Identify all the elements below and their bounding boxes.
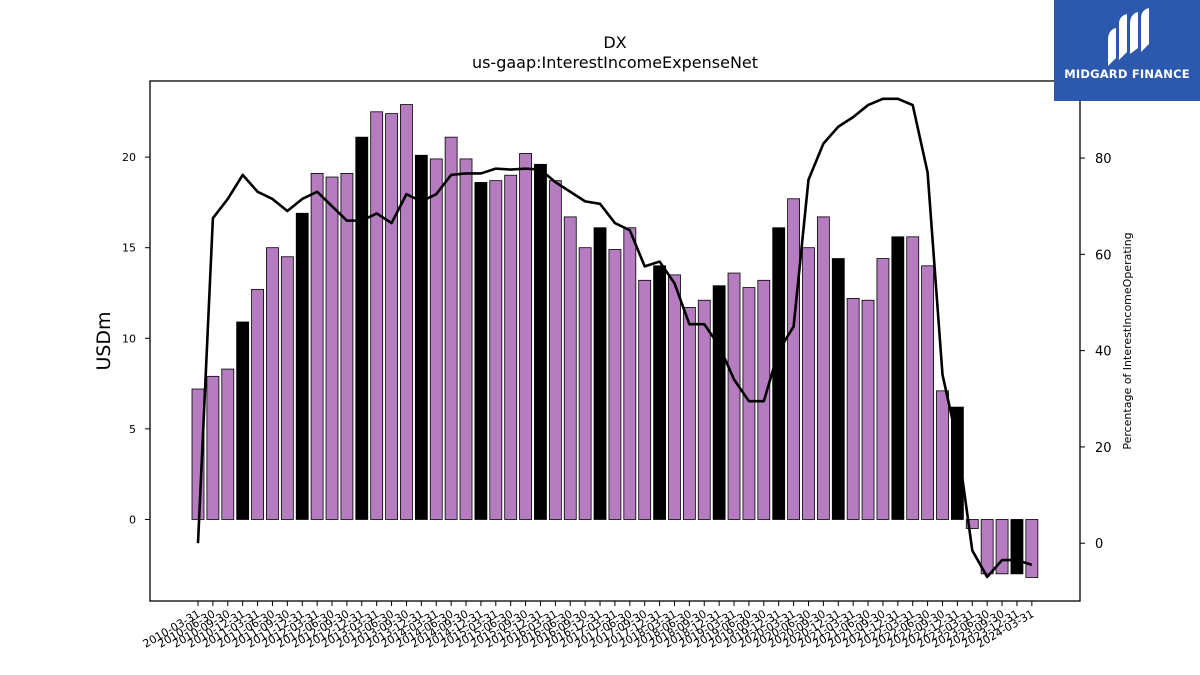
bar-2017-03-31 <box>608 249 622 520</box>
y2-tick-label: 20 <box>1095 441 1112 456</box>
bar-2019-12-31 <box>772 227 786 520</box>
bar-2023-06-30 <box>980 519 994 575</box>
bar-2010-06-30 <box>206 375 220 520</box>
bar-2014-03-31 <box>429 158 443 520</box>
bar-2019-03-31 <box>727 272 741 520</box>
bar-2021-06-30 <box>861 299 875 520</box>
y-tick-label: 0 <box>129 513 136 526</box>
left-axis: 0 5 10 15 20 <box>122 151 150 526</box>
y-tick-label: 10 <box>122 332 136 345</box>
bar-2011-12-31 <box>295 212 309 520</box>
bar-2021-03-31 <box>846 298 860 520</box>
bar-2012-09-30 <box>340 172 354 520</box>
bar-2019-06-30 <box>742 287 756 520</box>
bar-2021-09-30 <box>876 258 890 520</box>
bar-2012-12-31 <box>355 136 369 520</box>
bar-2018-12-31 <box>712 285 726 520</box>
bar-2016-09-30 <box>578 247 592 520</box>
bar-2022-06-30 <box>921 265 935 520</box>
y-tick-label: 5 <box>129 423 136 436</box>
y2-axis-label: Percentage of InterestIncomeOperating <box>1121 232 1134 449</box>
bar-2022-03-31 <box>906 236 920 520</box>
y-axis-label: USDm <box>93 311 115 370</box>
bar-series <box>191 104 1039 578</box>
bar-2014-06-30 <box>444 136 458 520</box>
bar-2020-03-31 <box>787 198 800 520</box>
bar-2023-03-31 <box>965 519 979 529</box>
y2-tick-label: 60 <box>1095 248 1112 263</box>
bar-2010-09-30 <box>221 368 235 520</box>
bar-2011-06-30 <box>266 247 279 520</box>
bar-2021-12-31 <box>891 236 905 520</box>
bar-2016-06-30 <box>563 216 577 520</box>
bar-2020-06-30 <box>802 247 815 520</box>
chart-subtitle: us-gaap:InterestIncomeExpenseNet <box>472 53 758 72</box>
bar-2018-03-31 <box>668 274 681 520</box>
y2-tick-label: 80 <box>1095 152 1112 167</box>
bar-2016-03-31 <box>548 180 562 520</box>
bar-2013-06-30 <box>385 113 398 520</box>
bar-2022-09-30 <box>936 390 949 520</box>
bar-2015-12-31 <box>534 163 547 520</box>
bar-2011-09-30 <box>280 256 294 520</box>
y2-tick-label: 0 <box>1095 537 1103 552</box>
bar-2014-12-31 <box>474 182 488 520</box>
line-series <box>196 97 1033 579</box>
bar-2015-03-31 <box>489 180 503 520</box>
bar-2016-12-31 <box>593 227 607 520</box>
bar-2017-06-30 <box>623 227 637 520</box>
bar-2022-12-31 <box>950 406 964 520</box>
bar-2024-03-31 <box>1025 519 1039 578</box>
x-axis: 2010-03-312010-06-302010-09-302010-12-31… <box>141 601 1036 651</box>
bar-2014-09-30 <box>459 158 473 520</box>
y-tick-label: 15 <box>122 242 136 255</box>
brand-logo: MIDGARD FINANCE <box>1054 0 1200 101</box>
midgard-logo-icon <box>1108 8 1149 66</box>
bar-2013-03-31 <box>370 111 384 520</box>
bar-2010-12-31 <box>236 321 250 520</box>
bar-2018-06-30 <box>682 307 696 520</box>
bar-2020-09-30 <box>816 216 830 520</box>
bar-2023-12-31 <box>1010 519 1024 575</box>
bar-2013-09-30 <box>400 104 413 520</box>
bar-2018-09-30 <box>697 299 711 520</box>
bar-2017-12-31 <box>653 265 666 520</box>
bar-2015-09-30 <box>519 153 532 520</box>
y2-tick-label: 40 <box>1095 345 1112 360</box>
brand-name: MIDGARD FINANCE <box>1064 67 1190 81</box>
bar-2020-12-31 <box>831 258 845 520</box>
bar-2013-12-31 <box>414 154 428 520</box>
y-tick-label: 20 <box>122 151 136 164</box>
right-axis: 0 20 40 60 80 <box>1080 152 1112 552</box>
bar-2012-03-31 <box>310 172 324 520</box>
line-percentage <box>196 97 1033 579</box>
bar-2011-03-31 <box>251 288 264 520</box>
bar-2015-06-30 <box>504 174 518 520</box>
chart-title: DX <box>603 33 626 52</box>
bar-2012-06-30 <box>325 176 339 520</box>
bar-2017-09-30 <box>638 279 652 520</box>
